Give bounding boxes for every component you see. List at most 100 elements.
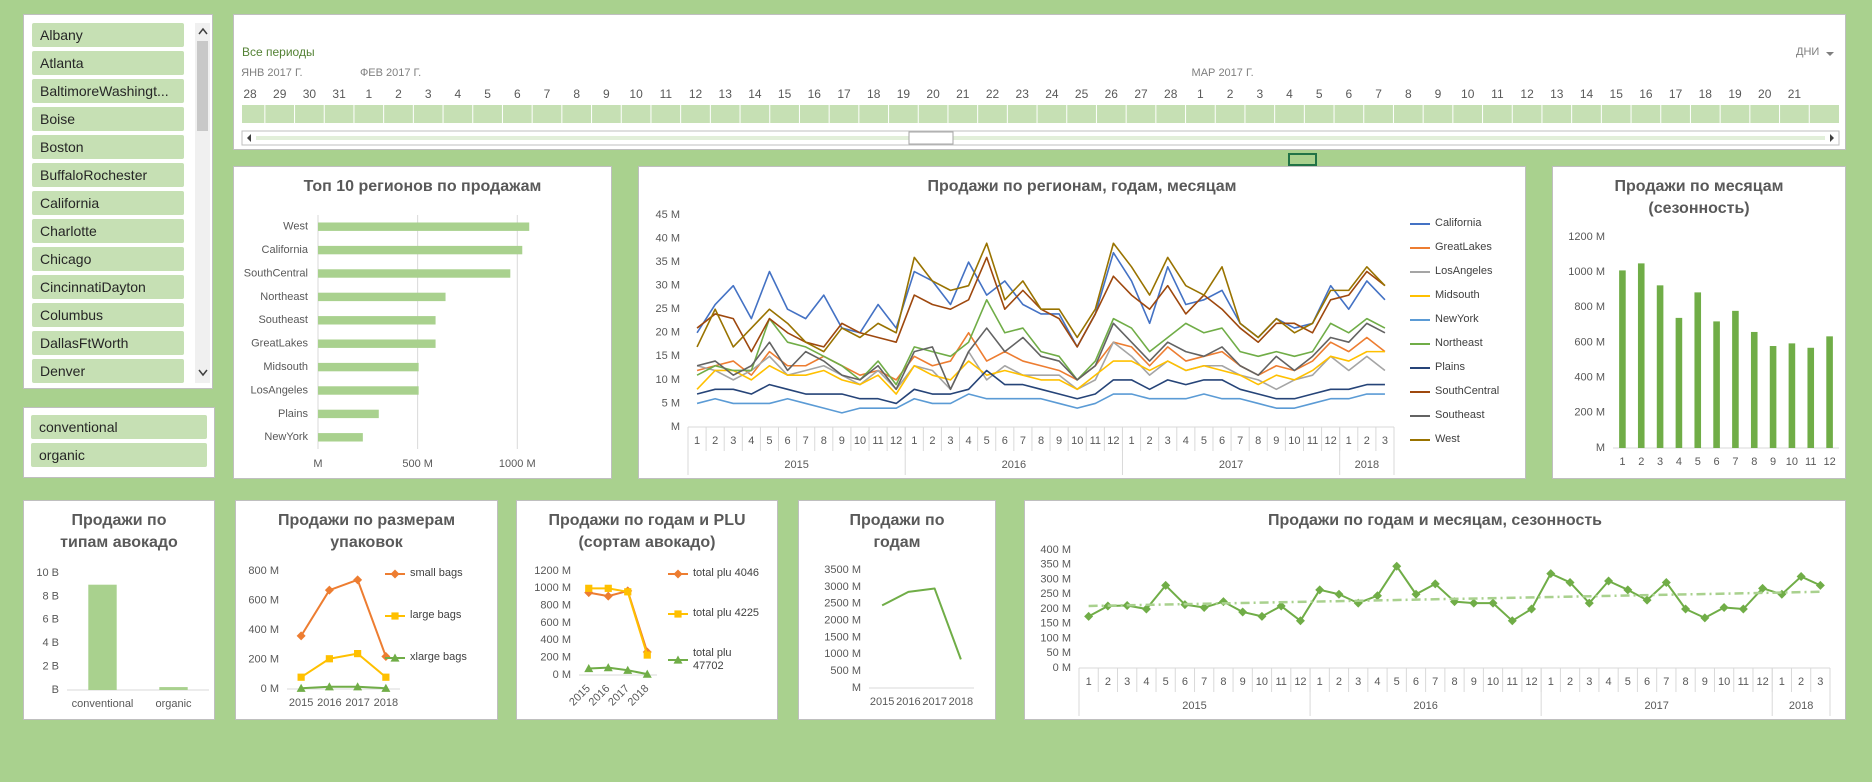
series-line: [696, 369, 1385, 405]
y-tick-label: 50 M: [1047, 647, 1071, 659]
bar: [1732, 310, 1739, 448]
series-line: [696, 299, 1386, 386]
marker: [381, 683, 391, 692]
bar: [1826, 336, 1833, 448]
x-tick-label: 5: [984, 435, 990, 447]
marker: [1276, 601, 1286, 611]
x-tick-label: 2: [1364, 435, 1370, 447]
timeline-month-label: МАР 2017 Г.: [1192, 67, 1254, 79]
timeline-day-label: 20: [926, 87, 940, 101]
legend-item: SouthCentral: [1409, 385, 1525, 398]
x-tick-label: 1: [1317, 676, 1323, 688]
slicer-scrollbar: [195, 23, 210, 383]
x-tick-label: 9: [1770, 456, 1776, 468]
x-tick-label: 3: [730, 435, 736, 447]
timeline-day-label: 31: [332, 87, 346, 101]
legend-item: NewYork: [1409, 313, 1525, 326]
y-tick-label: 35 M: [656, 256, 680, 268]
timeline-label: Все периоды: [242, 45, 315, 59]
x-tick-label: 12: [1823, 456, 1835, 468]
timeline-scroll-thumb[interactable]: [908, 131, 954, 145]
marker: [353, 682, 363, 691]
series-line: [696, 393, 1385, 414]
legend-label: small bags: [410, 567, 463, 579]
y-tick-label: 150 M: [1040, 618, 1071, 630]
group-label: 2015: [784, 459, 808, 471]
y-tick-label: 800 M: [1574, 301, 1605, 313]
x-tick-label: 12: [1325, 435, 1337, 447]
marker: [1700, 613, 1710, 623]
x-tick-label: 1: [1548, 676, 1554, 688]
slicer-item[interactable]: California: [32, 191, 184, 215]
x-tick-label: 7: [1237, 435, 1243, 447]
slicer-item[interactable]: Charlotte: [32, 219, 184, 243]
timeline-day-label: 15: [778, 87, 792, 101]
slicer-item[interactable]: organic: [31, 443, 207, 467]
bar: [318, 339, 436, 348]
x-tick-label: 4: [748, 435, 754, 447]
timeline-day-label: 16: [1639, 87, 1653, 101]
y-tick-label: Northeast: [260, 291, 308, 303]
legend-label: total plu 4225: [693, 607, 760, 619]
y-tick-label: 2500 M: [824, 598, 861, 610]
y-tick-label: 5 M: [662, 397, 680, 409]
chart-panel: Продажи по месяцам (сезонность) M 200 M 400…: [1552, 166, 1846, 479]
chart-plot: M 500 M 1000 M 1500 M 2000 M 2500 M 3000 M 3500…: [824, 564, 974, 708]
x-tick-label: 11: [1805, 456, 1816, 468]
slicer-item[interactable]: Columbus: [32, 303, 184, 327]
x-tick-label: 4: [1374, 676, 1380, 688]
legend-swatch: [1410, 438, 1430, 441]
scrollbar-thumb[interactable]: [197, 41, 208, 131]
slicer-item[interactable]: BuffaloRochester: [32, 163, 184, 187]
group-label: 2016: [1002, 459, 1026, 471]
chart-panel: Продажи по годам и месяцам, сезонность 0 …: [1024, 500, 1846, 720]
x-tick-label: 9: [1056, 435, 1062, 447]
slicer-item[interactable]: BaltimoreWashingt...: [32, 79, 184, 103]
y-tick-label: 600 M: [1574, 336, 1605, 348]
y-tick-label: GreatLakes: [251, 338, 308, 350]
series-line: [588, 589, 649, 653]
bar: [318, 433, 363, 442]
x-tick-label: 4: [1676, 456, 1682, 468]
y-tick-label: 300 M: [1040, 573, 1071, 585]
x-tick-label: 5: [766, 435, 772, 447]
timeline-day-label: 28: [1164, 87, 1178, 101]
marker: [673, 569, 683, 578]
slicer-item[interactable]: Boston: [32, 135, 184, 159]
marker: [1199, 603, 1209, 613]
timeline-day-label: 25: [1075, 87, 1089, 101]
bar: [1656, 285, 1664, 448]
marker: [324, 682, 334, 691]
timeline-day-label: 14: [748, 87, 762, 101]
scroll-down-arrow: [198, 369, 208, 377]
slicer-item[interactable]: CincinnatiDayton: [32, 275, 184, 299]
series-line: [881, 587, 962, 660]
x-tick-label: 1: [694, 435, 700, 447]
group-label: 2015: [1182, 700, 1206, 712]
timeline-unit[interactable]: ДНИ: [1796, 46, 1820, 58]
x-tick-label: 4: [966, 435, 972, 447]
timeline-day-label: 6: [1346, 87, 1353, 101]
timeline-day-label: 15: [1610, 87, 1624, 101]
marker: [1584, 598, 1594, 608]
slicer-item[interactable]: Boise: [32, 107, 184, 131]
x-tick-label: 6: [1644, 676, 1650, 688]
y-tick-label: Southeast: [258, 314, 308, 326]
slicer-item[interactable]: Chicago: [32, 247, 184, 271]
slicer-item[interactable]: Atlanta: [32, 51, 184, 75]
x-tick-label: 4: [1605, 676, 1611, 688]
slicer-item[interactable]: DallasFtWorth: [32, 331, 184, 355]
legend-swatch: [385, 569, 405, 578]
slicer-item[interactable]: conventional: [31, 415, 207, 439]
slicer-item[interactable]: Denver: [32, 359, 184, 383]
x-tick-label: 12: [890, 435, 902, 447]
timeline-day-label: 3: [1256, 87, 1263, 101]
y-tick-label: Midsouth: [263, 361, 308, 373]
bar: [1637, 263, 1645, 448]
marker: [1796, 572, 1806, 582]
marker: [584, 664, 594, 673]
y-tick-label: 1000 M: [1568, 266, 1605, 278]
x-tick-label: 8: [821, 435, 827, 447]
slicer-item[interactable]: Albany: [32, 23, 184, 47]
